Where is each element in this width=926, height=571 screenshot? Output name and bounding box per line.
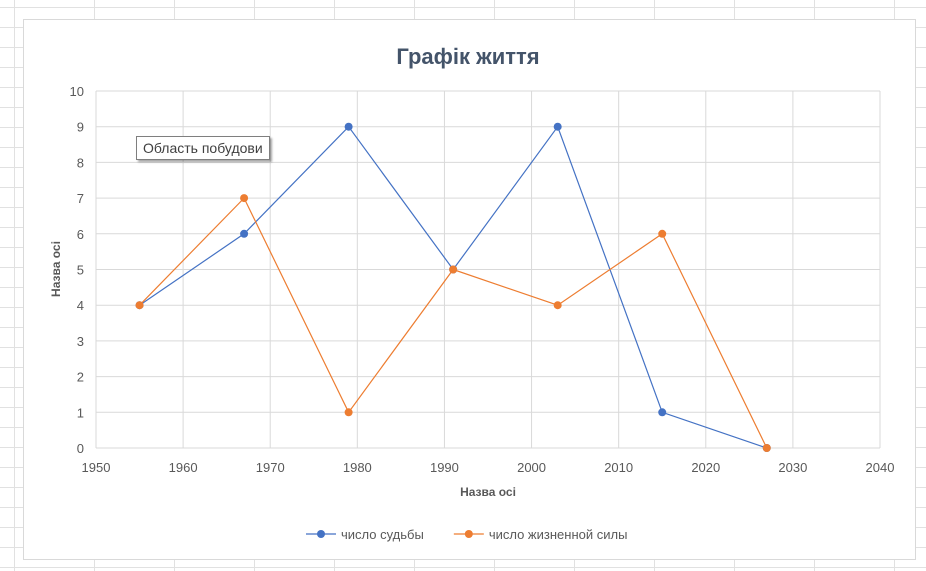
data-point[interactable] <box>344 122 353 131</box>
series-markers[interactable] <box>135 122 771 452</box>
legend[interactable]: число судьбы число жизненной силы <box>306 527 627 542</box>
y-tick-label: 10 <box>70 84 84 99</box>
y-tick-label: 5 <box>77 263 84 278</box>
y-tick-label: 4 <box>77 298 84 313</box>
x-tick-label: 2010 <box>604 460 633 475</box>
data-point[interactable] <box>658 408 667 417</box>
x-tick-label: 1950 <box>82 460 111 475</box>
series-line-2[interactable] <box>139 197 768 449</box>
legend-marker <box>464 530 473 538</box>
x-axis-title[interactable]: Назва осі <box>460 485 516 499</box>
y-tick-label: 1 <box>77 405 84 420</box>
gridlines <box>95 90 881 449</box>
y-axis-title[interactable]: Назва осі <box>49 241 63 297</box>
series-lines[interactable] <box>139 125 768 449</box>
x-axis-tick-labels: 1950 1960 1970 1980 1990 2000 2010 2020 2030 2040 <box>82 460 895 475</box>
data-point[interactable] <box>658 229 667 238</box>
legend-label[interactable]: число жизненной силы <box>489 527 628 542</box>
data-point[interactable] <box>344 408 353 417</box>
x-tick-label: 1970 <box>256 460 285 475</box>
y-tick-label: 9 <box>77 120 84 135</box>
y-tick-label: 3 <box>77 334 84 349</box>
plot-area-tooltip: Область побудови <box>136 136 270 160</box>
data-point[interactable] <box>762 444 771 452</box>
chart-area[interactable] <box>23 19 916 560</box>
legend-label[interactable]: число судьбы <box>341 527 424 542</box>
x-tick-label: 2020 <box>691 460 720 475</box>
y-tick-label: 0 <box>77 441 84 456</box>
y-tick-label: 6 <box>77 227 84 242</box>
x-tick-label: 1960 <box>169 460 198 475</box>
y-axis-tick-labels: 0 1 2 3 4 5 6 7 8 9 10 <box>70 84 84 456</box>
x-tick-label: 1980 <box>343 460 372 475</box>
data-point[interactable] <box>240 229 249 238</box>
x-tick-label: 2000 <box>517 460 546 475</box>
x-tick-label: 2040 <box>866 460 895 475</box>
data-point[interactable] <box>553 301 562 310</box>
data-point[interactable] <box>240 194 249 203</box>
y-tick-label: 8 <box>77 155 84 170</box>
y-tick-label: 2 <box>77 370 84 385</box>
legend-marker <box>317 530 325 538</box>
data-point[interactable] <box>553 122 562 131</box>
data-point[interactable] <box>449 265 458 274</box>
x-tick-label: 2030 <box>778 460 807 475</box>
x-tick-label: 1990 <box>430 460 459 475</box>
chart-title[interactable]: Графік життя <box>396 44 539 69</box>
data-point[interactable] <box>135 301 144 310</box>
y-tick-label: 7 <box>77 191 84 206</box>
series-line-1[interactable] <box>139 125 767 449</box>
